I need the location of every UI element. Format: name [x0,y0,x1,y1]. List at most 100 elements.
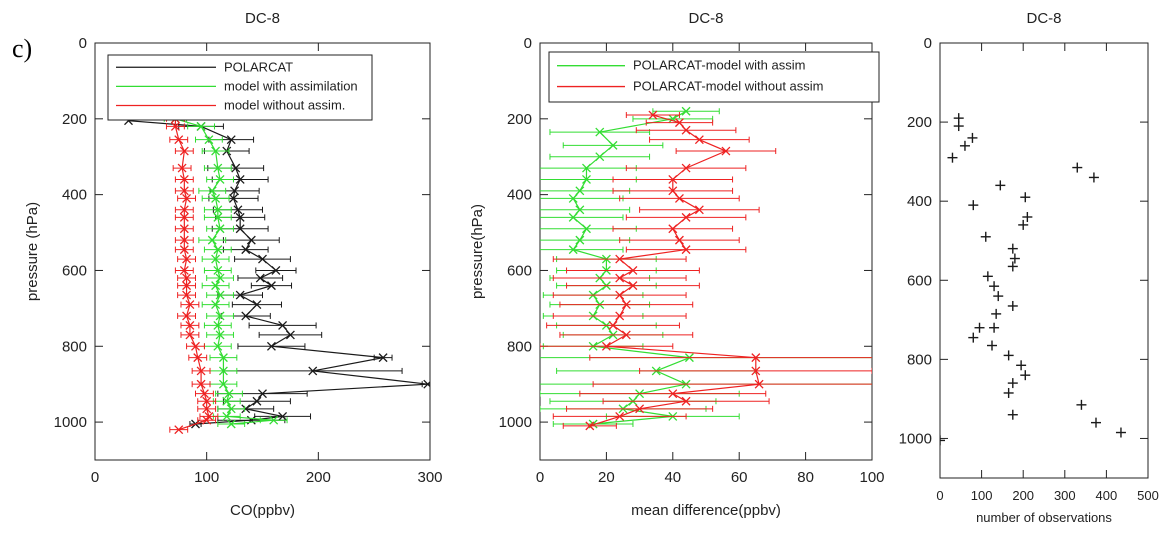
data-point-b [213,265,223,275]
data-point-b [751,353,761,363]
data-point-b [179,186,189,196]
data-point-b [202,404,212,414]
data-point-b [681,396,691,406]
data-point-b [218,353,228,363]
legend-entry: POLARCAT-model with assim [633,58,805,73]
data-point-b [185,300,195,310]
data-point-b [668,224,678,234]
data-point-b [213,212,223,222]
data-point-b [182,273,192,283]
data-point-b [601,341,611,351]
data-point-b [213,163,223,173]
data-point-b [218,379,228,389]
data-point-b [179,235,189,245]
data-point-b [182,193,192,203]
data-point-b [674,118,684,128]
data-point-b [241,404,251,414]
data-point-b [681,125,691,135]
y-tick-label: 800 [507,338,532,355]
x-axis-label: CO(ppbv) [230,502,295,519]
data-point-b [681,106,691,116]
data-point-b [668,114,678,124]
data-point-b [231,163,241,173]
legend-box [548,51,880,103]
data-point-b [378,353,388,363]
data-point-b [681,212,691,222]
data-point-b [226,419,236,429]
chart-title: DC-8 [688,10,723,27]
data-point-b [615,273,625,283]
data-point-b [575,205,585,215]
x-axis-label: mean difference(ppbv) [631,502,781,519]
data-point-b [170,121,180,131]
data-point-b [211,281,221,291]
data-point-b [608,320,618,330]
y-tick-label: 1000 [499,414,532,431]
data-point-b [222,396,232,406]
data-point-b [628,265,638,275]
y-tick-label: 1000 [54,414,87,431]
x-tick-label: 200 [306,469,331,486]
chart-title: DC-8 [1026,10,1061,27]
data-layer [124,106,430,435]
data-point-b [252,396,262,406]
y-tick-label: 600 [62,262,87,279]
data-point-b [269,415,279,425]
data-point-b [266,341,276,351]
y-tick-label: 800 [907,351,932,368]
data-point-b [202,415,212,425]
data-point-b [222,411,232,421]
data-point-b [694,135,704,145]
data-point-b [185,320,195,330]
data-point-b [615,290,625,300]
data-point-b [174,425,184,435]
data-point-b [179,146,189,156]
x-tick-label: 100 [194,469,219,486]
data-point-b [207,235,217,245]
data-point-b [648,110,658,120]
data-point-b [179,245,189,255]
x-tick-label: 500 [1137,488,1159,503]
x-tick-label: 300 [417,469,442,486]
data-point-b [681,245,691,255]
data-point-b [191,341,200,351]
data-point-b [252,300,262,310]
data-point-b [721,146,731,156]
data-point-b [177,163,187,173]
data-point-b [674,193,684,203]
data-point-b [202,396,212,406]
data-point-b [179,265,189,275]
data-point-b [213,205,223,215]
data-point-b [204,135,214,145]
y-tick-label: 200 [507,111,532,128]
data-point-b [628,281,638,291]
data-point-b [621,330,631,340]
data-point-b [258,389,267,399]
legend-entry: POLARCAT [224,59,293,74]
data-point-b [235,290,245,300]
data-point-b [615,254,625,264]
data-point-b [179,224,189,234]
data-point-b [215,273,225,283]
legend-box [107,54,373,121]
y-tick-label: 0 [79,35,87,52]
data-point-b [207,186,217,196]
data-point-b [174,135,184,145]
data-point-b [621,300,631,310]
data-point-b [179,205,189,215]
y-tick-label: 200 [62,111,87,128]
x-tick-label: 20 [598,469,615,486]
data-point-b [255,273,265,283]
data-point-b [278,320,288,330]
y-tick-label: 600 [907,272,932,289]
data-point-b [211,254,221,264]
x-tick-label: 40 [664,469,681,486]
data-point-b [196,121,206,131]
data-point-b [218,366,228,376]
y-tick-label: 400 [907,193,932,210]
legend-entry: model with assimilation [224,78,358,93]
data-point-b [226,404,236,414]
x-tick-label: 100 [971,488,993,503]
